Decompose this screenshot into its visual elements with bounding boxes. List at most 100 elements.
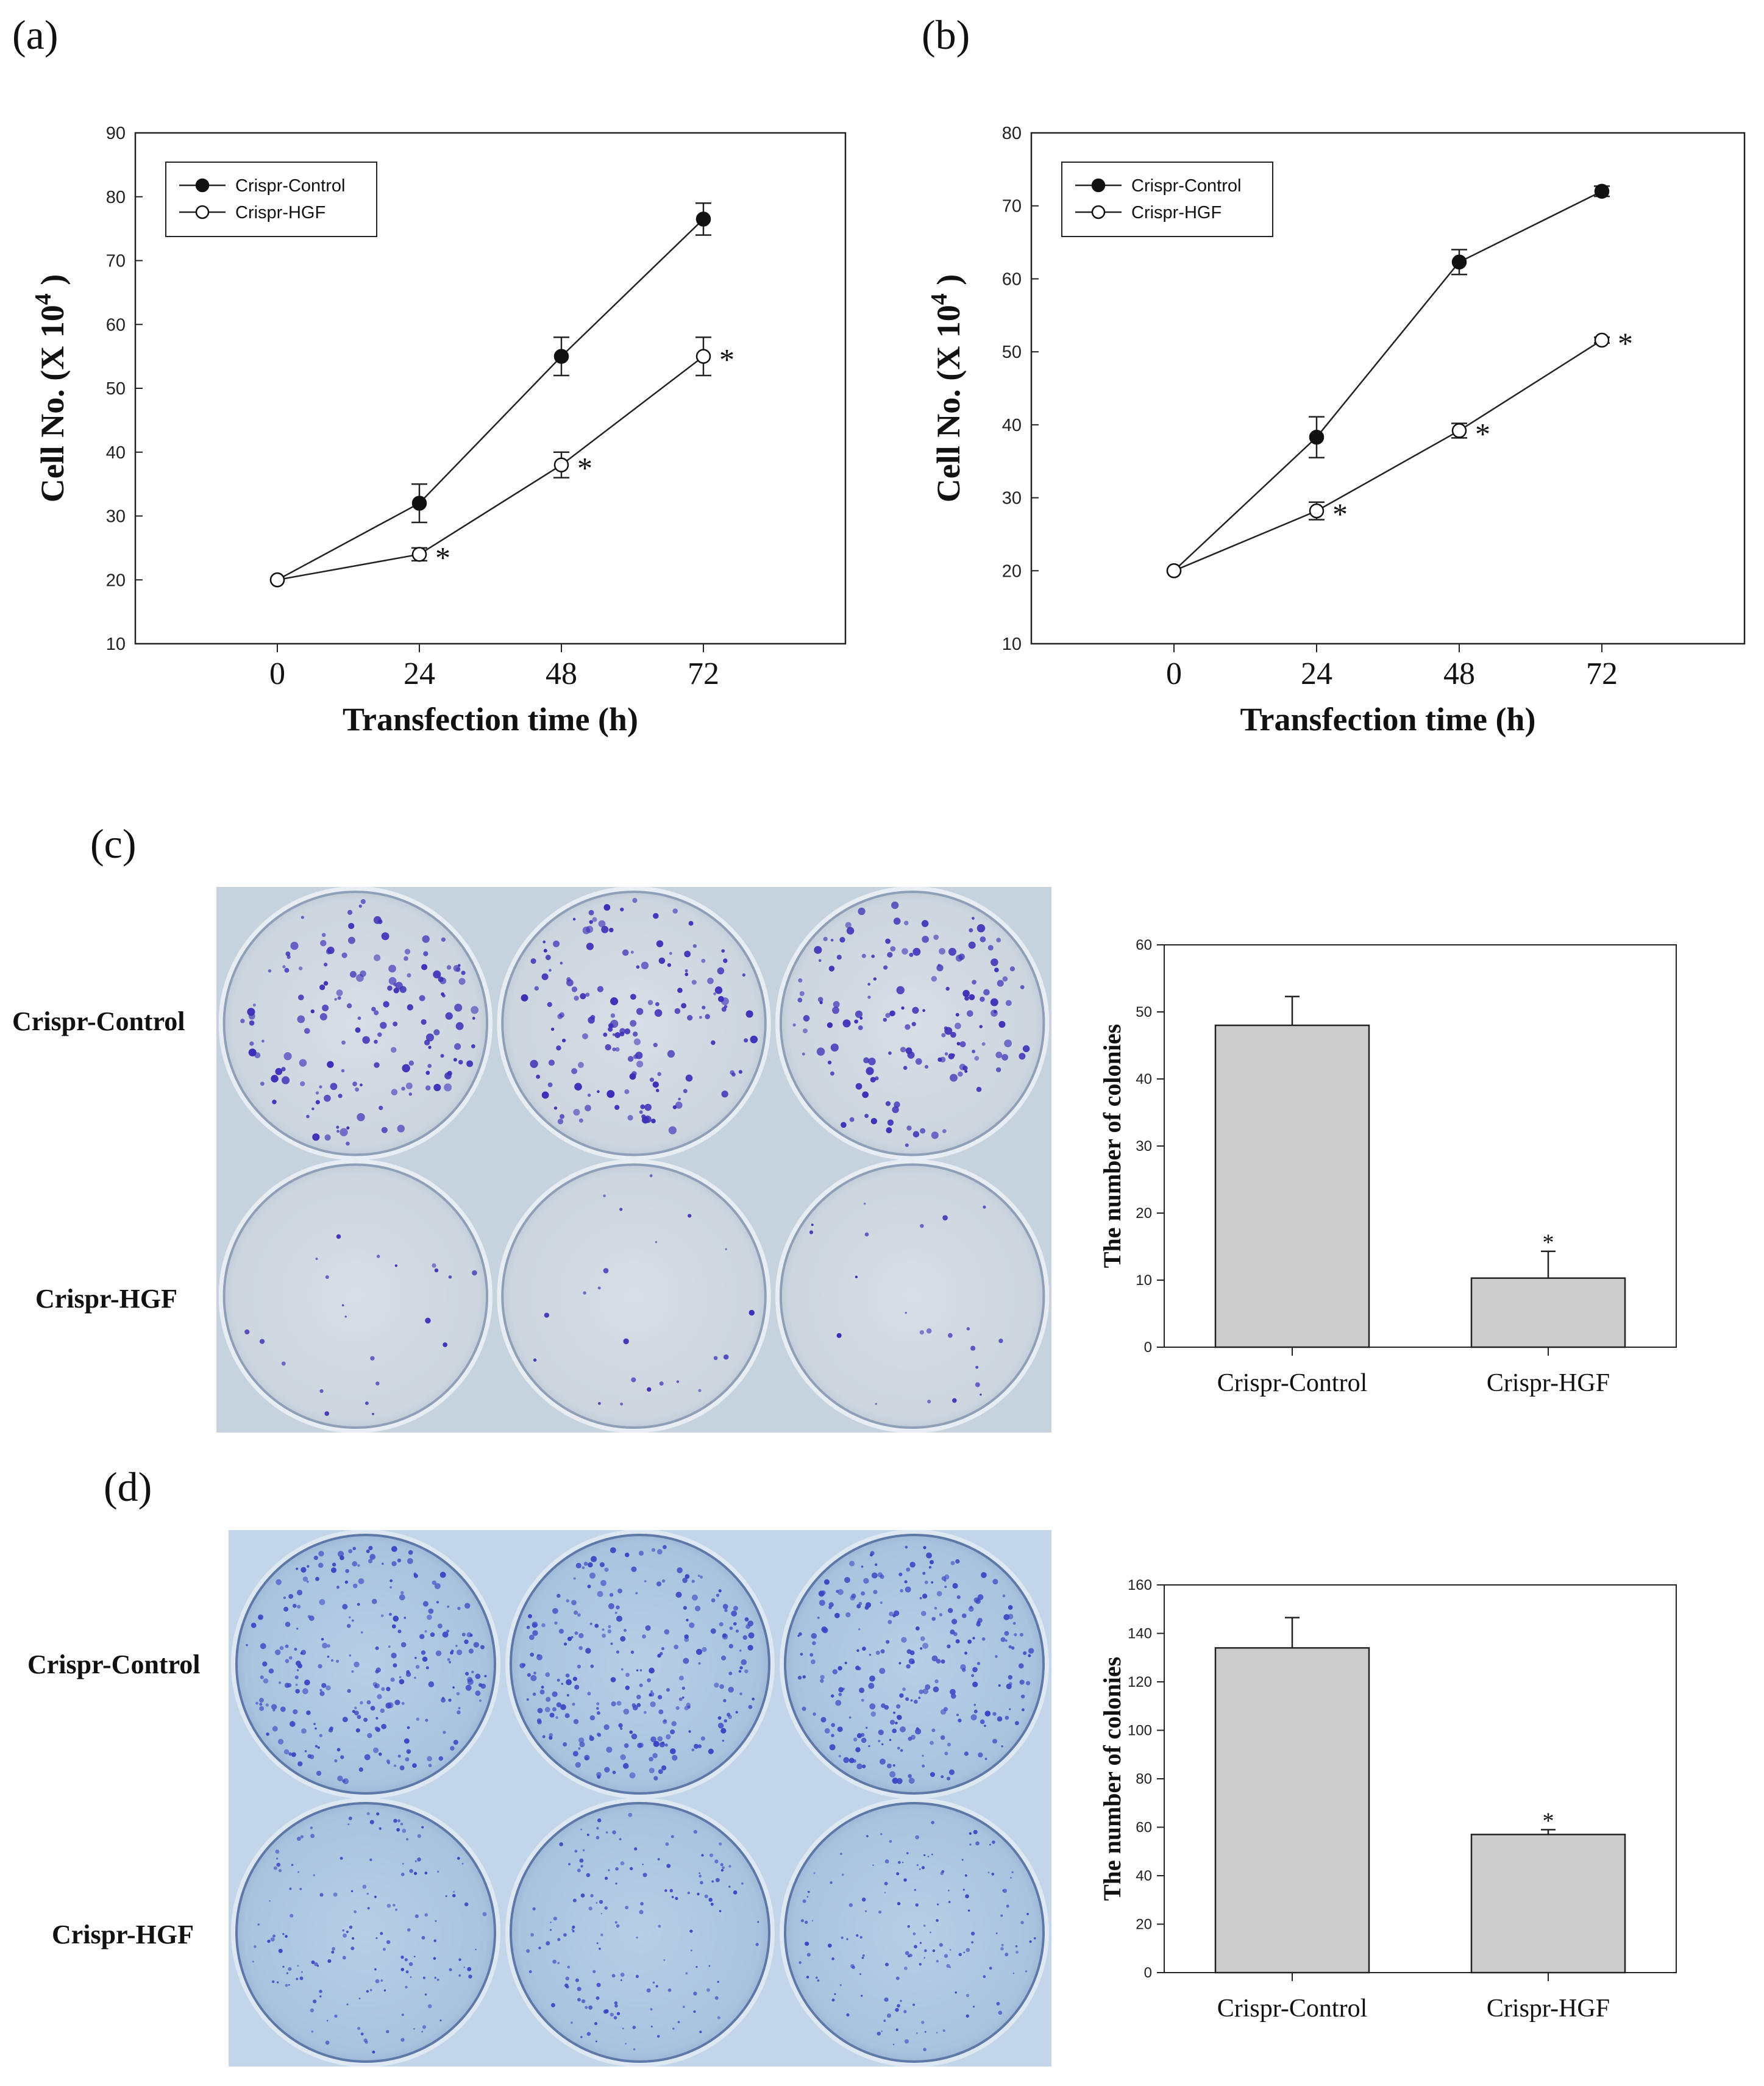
colony <box>580 1893 585 1898</box>
colony <box>579 1742 585 1748</box>
colony <box>408 1092 413 1096</box>
colony <box>966 1993 970 1998</box>
colony <box>864 1114 869 1118</box>
colony <box>382 1948 386 1951</box>
colony <box>294 1675 299 1679</box>
colony <box>1019 1679 1025 1685</box>
colony <box>297 1015 305 1023</box>
colony <box>1023 1651 1027 1656</box>
colony <box>567 1965 571 1969</box>
colony <box>931 1655 938 1662</box>
y-tick-label: 50 <box>106 379 126 399</box>
colony <box>615 1867 619 1871</box>
colony <box>798 978 803 983</box>
colony <box>699 2031 702 2034</box>
colony <box>421 1935 425 1940</box>
colony <box>875 1650 880 1655</box>
colony <box>664 1629 670 1635</box>
colony <box>319 1013 327 1021</box>
panel-label-c: (c) <box>90 821 137 867</box>
colony <box>926 1552 932 1559</box>
x-tick-label: Crispr-Control <box>1217 1369 1367 1397</box>
colony <box>343 1778 349 1784</box>
colony <box>900 1999 902 2002</box>
colony <box>363 1717 368 1722</box>
colony <box>296 1628 299 1630</box>
colony <box>948 1901 951 1903</box>
colony <box>975 1841 980 1846</box>
colony <box>922 1764 925 1768</box>
colony <box>291 1864 294 1867</box>
colony <box>1005 1000 1012 1006</box>
colony <box>720 997 729 1005</box>
colony <box>685 969 688 973</box>
colony <box>895 2028 898 2032</box>
y-tick-label: 50 <box>1136 1004 1152 1020</box>
colony <box>823 936 828 942</box>
colony <box>360 970 366 977</box>
y-tick-label: 60 <box>106 315 126 335</box>
colony <box>708 1965 711 1967</box>
colony <box>889 1720 895 1725</box>
y-tick-label: 40 <box>1136 1071 1152 1087</box>
colony <box>968 941 976 949</box>
colony <box>649 1756 653 1762</box>
colony <box>714 1682 719 1688</box>
colony <box>342 1956 346 1960</box>
colony <box>596 1702 600 1706</box>
colony <box>856 1604 861 1609</box>
colony <box>688 1214 692 1218</box>
colony <box>566 1679 572 1686</box>
colony <box>586 1873 591 1878</box>
colony <box>923 1854 926 1856</box>
colony <box>864 1910 867 1912</box>
colony <box>402 1863 404 1865</box>
colony <box>689 1929 693 1933</box>
colony <box>599 1562 605 1567</box>
colony <box>655 1002 660 1006</box>
colony <box>1020 1694 1025 1699</box>
colony <box>457 964 461 967</box>
colony <box>674 1008 681 1014</box>
colony <box>552 1691 558 1697</box>
colony <box>357 1715 361 1720</box>
colony <box>930 1931 931 1934</box>
colony <box>1019 1053 1026 1060</box>
colony <box>458 978 466 985</box>
colony <box>529 1634 535 1640</box>
colony <box>585 992 590 997</box>
y-tick-label: 60 <box>1002 269 1022 289</box>
colony <box>312 1133 320 1141</box>
colony <box>848 1903 853 1907</box>
colony <box>923 1924 926 1927</box>
colony <box>638 1550 644 1556</box>
colony <box>861 1565 864 1568</box>
colony <box>949 1949 951 1951</box>
colony <box>598 920 606 928</box>
colony <box>974 1056 980 1061</box>
colony <box>1011 1646 1015 1650</box>
colony <box>467 1678 474 1686</box>
colony <box>922 1754 924 1757</box>
colony <box>688 1730 691 1733</box>
colony <box>853 1737 858 1742</box>
colony <box>530 1059 538 1068</box>
colony <box>932 1949 936 1953</box>
colony <box>744 1038 749 1043</box>
colony <box>924 2031 926 2033</box>
y-tick-label: 30 <box>1002 489 1022 508</box>
colony <box>277 1739 284 1745</box>
colony <box>414 1656 417 1659</box>
colony <box>612 1033 616 1036</box>
colony <box>1005 1715 1009 1720</box>
colony <box>714 1996 719 2000</box>
colony <box>991 1873 995 1876</box>
colony <box>587 1692 591 1696</box>
bar-hgf <box>1470 1834 1626 1974</box>
colony <box>990 998 998 1006</box>
colony <box>615 1047 620 1052</box>
colony <box>436 1870 439 1873</box>
colony <box>282 1076 290 1084</box>
colony <box>1018 1663 1024 1669</box>
colony <box>574 1083 582 1091</box>
